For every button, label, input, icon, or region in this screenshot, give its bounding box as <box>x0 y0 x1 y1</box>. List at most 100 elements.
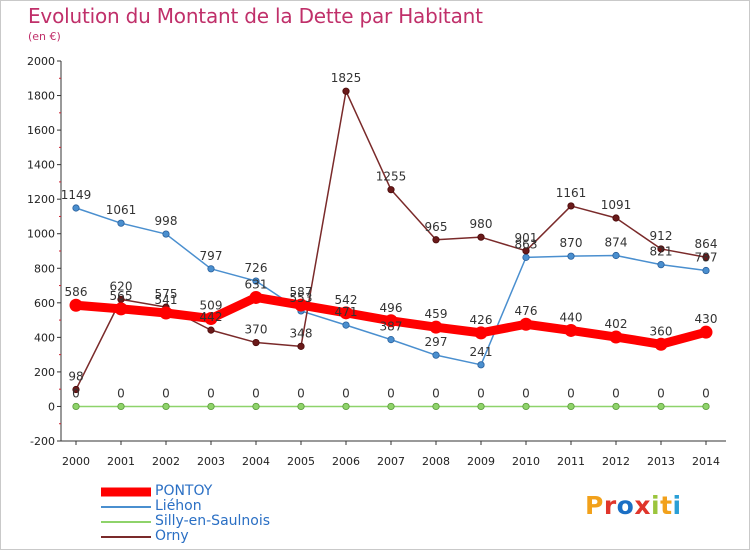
data-label-orny: 98 <box>68 370 83 384</box>
data-point-pontoy[interactable] <box>294 298 308 312</box>
data-point-li-hon[interactable] <box>162 230 170 238</box>
data-point-pontoy[interactable] <box>699 325 713 339</box>
data-label-orny: 965 <box>425 220 448 234</box>
data-point-orny[interactable] <box>567 202 575 210</box>
y-tick-label: 1000 <box>27 228 55 241</box>
data-point-pontoy[interactable] <box>564 323 578 337</box>
data-point-silly-en-saulnois[interactable] <box>522 402 530 411</box>
data-point-li-hon[interactable] <box>432 351 440 359</box>
data-label-li-hon: 797 <box>200 249 223 263</box>
axes: -200020040060080010001200140016001800200… <box>27 55 726 468</box>
data-point-silly-en-saulnois[interactable] <box>477 402 485 411</box>
data-label-pontoy: 430 <box>695 312 718 326</box>
data-label-orny: 1255 <box>376 170 407 184</box>
data-point-li-hon[interactable] <box>702 266 710 275</box>
data-label-silly-en-saulnois: 0 <box>387 386 395 400</box>
data-label-silly-en-saulnois: 0 <box>657 386 665 400</box>
data-label-silly-en-saulnois: 0 <box>252 386 260 400</box>
data-point-silly-en-saulnois[interactable] <box>342 402 350 411</box>
y-tick-label: -200 <box>30 435 55 448</box>
data-label-li-hon: 1149 <box>61 188 92 202</box>
legend-label-silly-en-saulnois: Silly-en-Saulnois <box>155 513 271 529</box>
data-point-pontoy[interactable] <box>474 326 488 340</box>
data-point-li-hon[interactable] <box>72 204 80 212</box>
data-point-silly-en-saulnois[interactable] <box>432 402 440 411</box>
data-point-orny[interactable] <box>612 214 620 222</box>
data-point-orny[interactable] <box>387 186 395 194</box>
x-tick-label: 2010 <box>512 455 540 468</box>
x-tick-label: 2005 <box>287 455 315 468</box>
data-label-pontoy: 509 <box>200 299 223 313</box>
data-label-silly-en-saulnois: 0 <box>72 386 80 400</box>
data-point-silly-en-saulnois[interactable] <box>162 402 170 411</box>
x-tick-label: 2004 <box>242 455 270 468</box>
data-point-orny[interactable] <box>72 385 80 394</box>
data-point-silly-en-saulnois[interactable] <box>387 402 395 411</box>
data-label-pontoy: 360 <box>650 324 673 338</box>
data-point-orny[interactable] <box>657 245 665 253</box>
data-point-pontoy[interactable] <box>609 330 623 344</box>
data-point-pontoy[interactable] <box>249 290 263 304</box>
data-point-li-hon[interactable] <box>567 252 575 260</box>
y-tick-label: 600 <box>34 297 55 310</box>
data-point-pontoy[interactable] <box>159 306 173 320</box>
data-point-silly-en-saulnois[interactable] <box>117 402 125 411</box>
data-label-pontoy: 440 <box>560 310 583 324</box>
proxiti-logo: Proxiti <box>585 491 682 520</box>
data-point-pontoy[interactable] <box>204 312 218 326</box>
data-point-li-hon[interactable] <box>657 261 665 269</box>
data-label-silly-en-saulnois: 0 <box>297 386 305 400</box>
data-point-silly-en-saulnois[interactable] <box>297 402 305 411</box>
data-point-pontoy[interactable] <box>69 298 83 312</box>
data-point-pontoy[interactable] <box>519 317 533 331</box>
data-point-pontoy[interactable] <box>114 302 128 316</box>
data-point-li-hon[interactable] <box>612 251 620 260</box>
logo-letter: o <box>616 491 635 520</box>
data-point-orny[interactable] <box>432 236 440 244</box>
data-point-li-hon[interactable] <box>207 265 215 273</box>
data-point-li-hon[interactable] <box>342 321 350 329</box>
data-point-silly-en-saulnois[interactable] <box>72 402 80 411</box>
x-tick-label: 2001 <box>107 455 135 468</box>
data-point-orny[interactable] <box>207 326 215 334</box>
logo-letter: t <box>660 491 673 520</box>
value-labels: 0 0 0 0 0 0 0 0 0 0 0 0 0 0 0 1149 1061 998 797 726 553 471 38… <box>61 71 718 400</box>
data-label-li-hon: 1061 <box>106 203 137 217</box>
data-point-li-hon[interactable] <box>477 361 485 369</box>
data-point-silly-en-saulnois[interactable] <box>252 402 260 411</box>
data-point-pontoy[interactable] <box>654 337 668 351</box>
line-chart: -200020040060080010001200140016001800200… <box>27 55 726 468</box>
x-tick-label: 2003 <box>197 455 225 468</box>
data-point-silly-en-saulnois[interactable] <box>207 402 215 411</box>
data-label-silly-en-saulnois: 0 <box>522 386 530 400</box>
data-point-pontoy[interactable] <box>339 306 353 320</box>
data-point-silly-en-saulnois[interactable] <box>612 402 620 411</box>
data-point-li-hon[interactable] <box>252 277 260 285</box>
data-point-silly-en-saulnois[interactable] <box>567 402 575 411</box>
legend-label-liehon: Liéhon <box>155 498 202 514</box>
data-point-pontoy[interactable] <box>429 320 443 334</box>
x-tick-label: 2002 <box>152 455 180 468</box>
logo-letter: r <box>603 491 617 520</box>
data-point-orny[interactable] <box>702 253 710 261</box>
data-point-li-hon[interactable] <box>117 219 125 227</box>
x-tick-label: 2006 <box>332 455 360 468</box>
data-point-pontoy[interactable] <box>384 314 398 328</box>
data-point-orny[interactable] <box>297 342 305 350</box>
data-point-silly-en-saulnois[interactable] <box>657 402 665 411</box>
data-point-li-hon[interactable] <box>522 253 530 261</box>
data-point-orny[interactable] <box>477 233 485 241</box>
data-label-li-hon: 821 <box>650 245 673 259</box>
data-point-orny[interactable] <box>252 338 260 347</box>
data-point-orny[interactable] <box>522 247 530 255</box>
x-tick-label: 2013 <box>647 455 675 468</box>
series-pontoy <box>69 290 713 351</box>
x-tick-label: 2000 <box>62 455 90 468</box>
legend-swatch-pontoy <box>101 487 151 497</box>
data-point-silly-en-saulnois[interactable] <box>702 402 710 411</box>
data-point-orny[interactable] <box>342 87 350 95</box>
data-label-pontoy: 587 <box>290 285 313 299</box>
data-label-silly-en-saulnois: 0 <box>207 386 215 400</box>
data-point-li-hon[interactable] <box>387 336 395 344</box>
data-label-orny: 620 <box>110 279 133 293</box>
